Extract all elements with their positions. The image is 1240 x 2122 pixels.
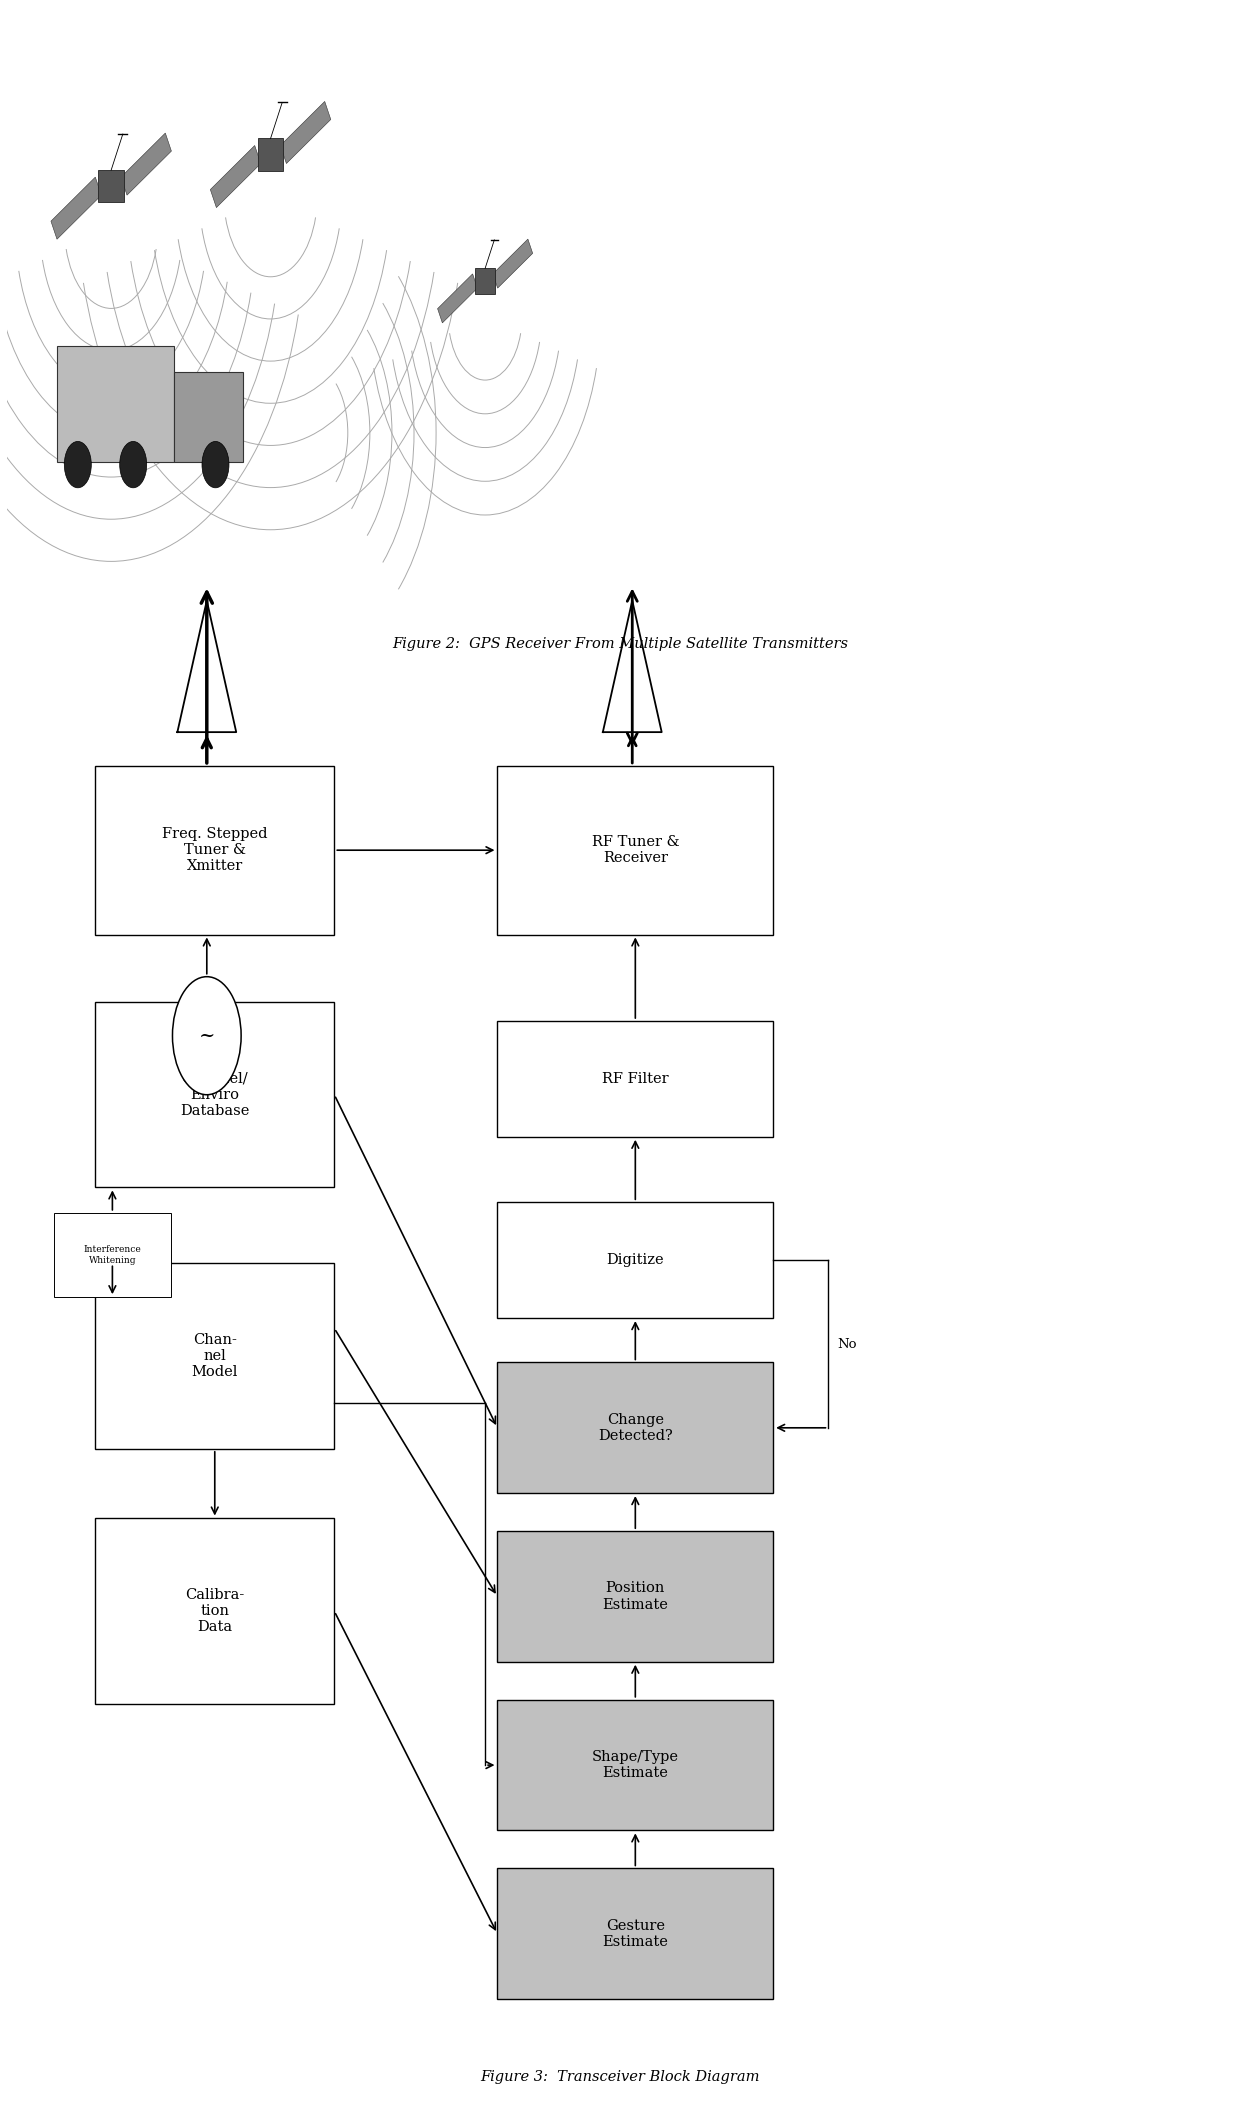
Circle shape [202, 441, 229, 488]
Text: Figure 3:  Transceiver Block Diagram: Figure 3: Transceiver Block Diagram [480, 2071, 760, 2084]
Polygon shape [122, 134, 171, 195]
FancyBboxPatch shape [497, 1532, 774, 1662]
FancyBboxPatch shape [497, 1867, 774, 1999]
FancyBboxPatch shape [95, 1519, 335, 1704]
Text: No: No [837, 1337, 857, 1350]
Bar [258, 138, 284, 170]
FancyBboxPatch shape [497, 1203, 774, 1318]
FancyBboxPatch shape [53, 1214, 171, 1297]
FancyBboxPatch shape [95, 766, 335, 934]
Text: Channel/
Enviro
Database: Channel/ Enviro Database [180, 1072, 249, 1118]
FancyBboxPatch shape [497, 766, 774, 934]
Circle shape [172, 976, 241, 1095]
Text: RF Tuner &
Receiver: RF Tuner & Receiver [591, 836, 680, 866]
FancyBboxPatch shape [497, 1021, 774, 1137]
Text: Chan-
nel
Model: Chan- nel Model [192, 1333, 238, 1379]
Text: ~: ~ [198, 1027, 215, 1044]
FancyBboxPatch shape [95, 1263, 335, 1449]
FancyBboxPatch shape [95, 1002, 335, 1188]
Circle shape [64, 441, 92, 488]
Bar [475, 267, 495, 293]
Polygon shape [51, 176, 102, 240]
Text: Digitize: Digitize [606, 1254, 665, 1267]
Bar [98, 170, 124, 202]
Text: Position
Estimate: Position Estimate [603, 1581, 668, 1611]
Polygon shape [492, 240, 533, 289]
Bar [57, 346, 175, 463]
Text: Change
Detected?: Change Detected? [598, 1413, 673, 1443]
Text: Interference
Whitening: Interference Whitening [83, 1246, 141, 1265]
Text: Figure 2:  GPS Receiver From Multiple Satellite Transmitters: Figure 2: GPS Receiver From Multiple Sat… [392, 637, 848, 651]
Text: Calibra-
tion
Data: Calibra- tion Data [185, 1587, 244, 1634]
Bar [175, 371, 243, 463]
FancyBboxPatch shape [497, 1700, 774, 1831]
Text: RF Filter: RF Filter [601, 1072, 668, 1086]
FancyBboxPatch shape [497, 1362, 774, 1494]
Polygon shape [211, 146, 260, 208]
Text: Gesture
Estimate: Gesture Estimate [603, 1918, 668, 1948]
Text: Freq. Stepped
Tuner &
Xmitter: Freq. Stepped Tuner & Xmitter [162, 828, 268, 874]
Polygon shape [280, 102, 331, 163]
Polygon shape [438, 274, 477, 323]
Text: Shape/Type
Estimate: Shape/Type Estimate [591, 1751, 678, 1780]
Circle shape [120, 441, 146, 488]
